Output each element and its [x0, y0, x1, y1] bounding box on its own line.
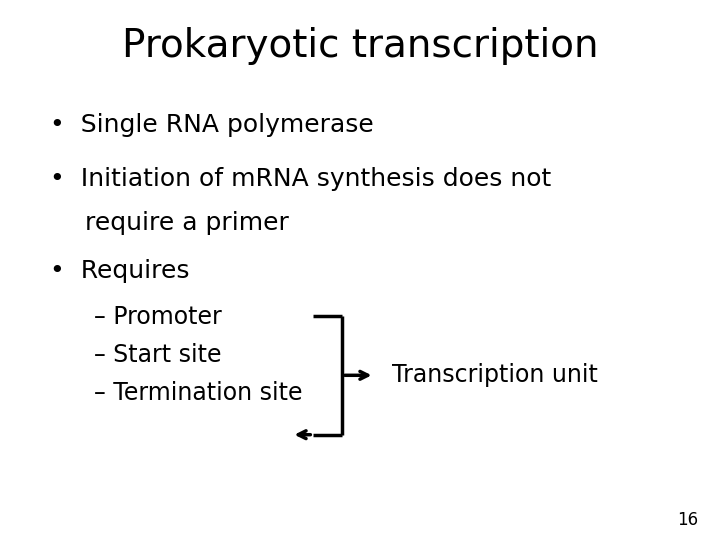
Text: – Start site: – Start site: [94, 343, 221, 367]
Text: •  Requires: • Requires: [50, 259, 190, 283]
Text: Prokaryotic transcription: Prokaryotic transcription: [122, 27, 598, 65]
Text: Transcription unit: Transcription unit: [392, 363, 598, 387]
Text: •  Single RNA polymerase: • Single RNA polymerase: [50, 113, 374, 137]
Text: – Termination site: – Termination site: [94, 381, 302, 404]
Text: require a primer: require a primer: [85, 211, 289, 234]
Text: •  Initiation of mRNA synthesis does not: • Initiation of mRNA synthesis does not: [50, 167, 552, 191]
Text: – Promoter: – Promoter: [94, 305, 221, 329]
Text: 16: 16: [678, 511, 698, 529]
